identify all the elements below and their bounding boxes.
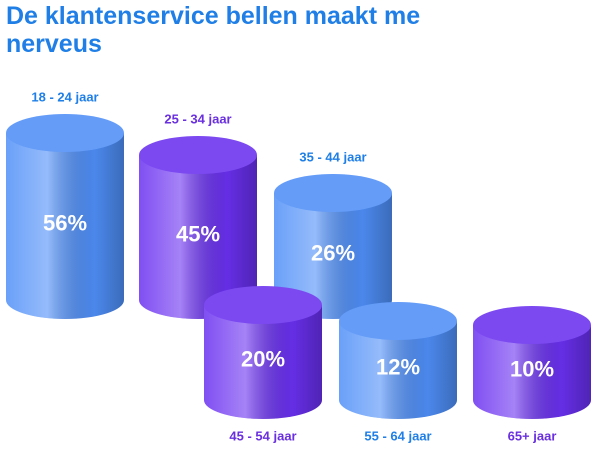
value-label: 10%	[510, 356, 554, 381]
value-label: 45%	[176, 221, 220, 246]
category-label: 25 - 34 jaar	[164, 111, 231, 126]
cylinder-top	[473, 306, 591, 344]
cylinder-top	[339, 302, 457, 340]
cylinder-top	[139, 136, 257, 174]
cylinder-shade	[139, 155, 257, 319]
value-label: 12%	[376, 354, 420, 379]
category-label: 35 - 44 jaar	[299, 149, 366, 164]
cylinder-top	[204, 286, 322, 324]
cylinder-top-highlight	[139, 136, 257, 174]
cylinder-top-highlight	[204, 286, 322, 324]
cylinder-shade	[339, 321, 457, 419]
cylinder-top	[6, 114, 124, 152]
chart-title: De klantenservice bellen maakt me nerveu…	[6, 2, 421, 58]
cylinder-shade	[274, 193, 392, 319]
value-label: 56%	[43, 210, 87, 235]
category-label: 55 - 64 jaar	[364, 428, 431, 443]
category-label: 18 - 24 jaar	[31, 89, 98, 104]
cylinder-top-highlight	[274, 174, 392, 212]
value-label: 20%	[241, 346, 285, 371]
cylinder-shade	[204, 305, 322, 419]
cylinder-top-highlight	[6, 114, 124, 152]
cylinder-shade	[473, 325, 591, 419]
cylinder-top-highlight	[339, 302, 457, 340]
category-label: 65+ jaar	[508, 428, 557, 443]
category-label: 45 - 54 jaar	[229, 428, 296, 443]
value-label: 26%	[311, 240, 355, 265]
cylinder-shade	[6, 133, 124, 319]
cylinder-top	[274, 174, 392, 212]
cylinder-top-highlight	[473, 306, 591, 344]
